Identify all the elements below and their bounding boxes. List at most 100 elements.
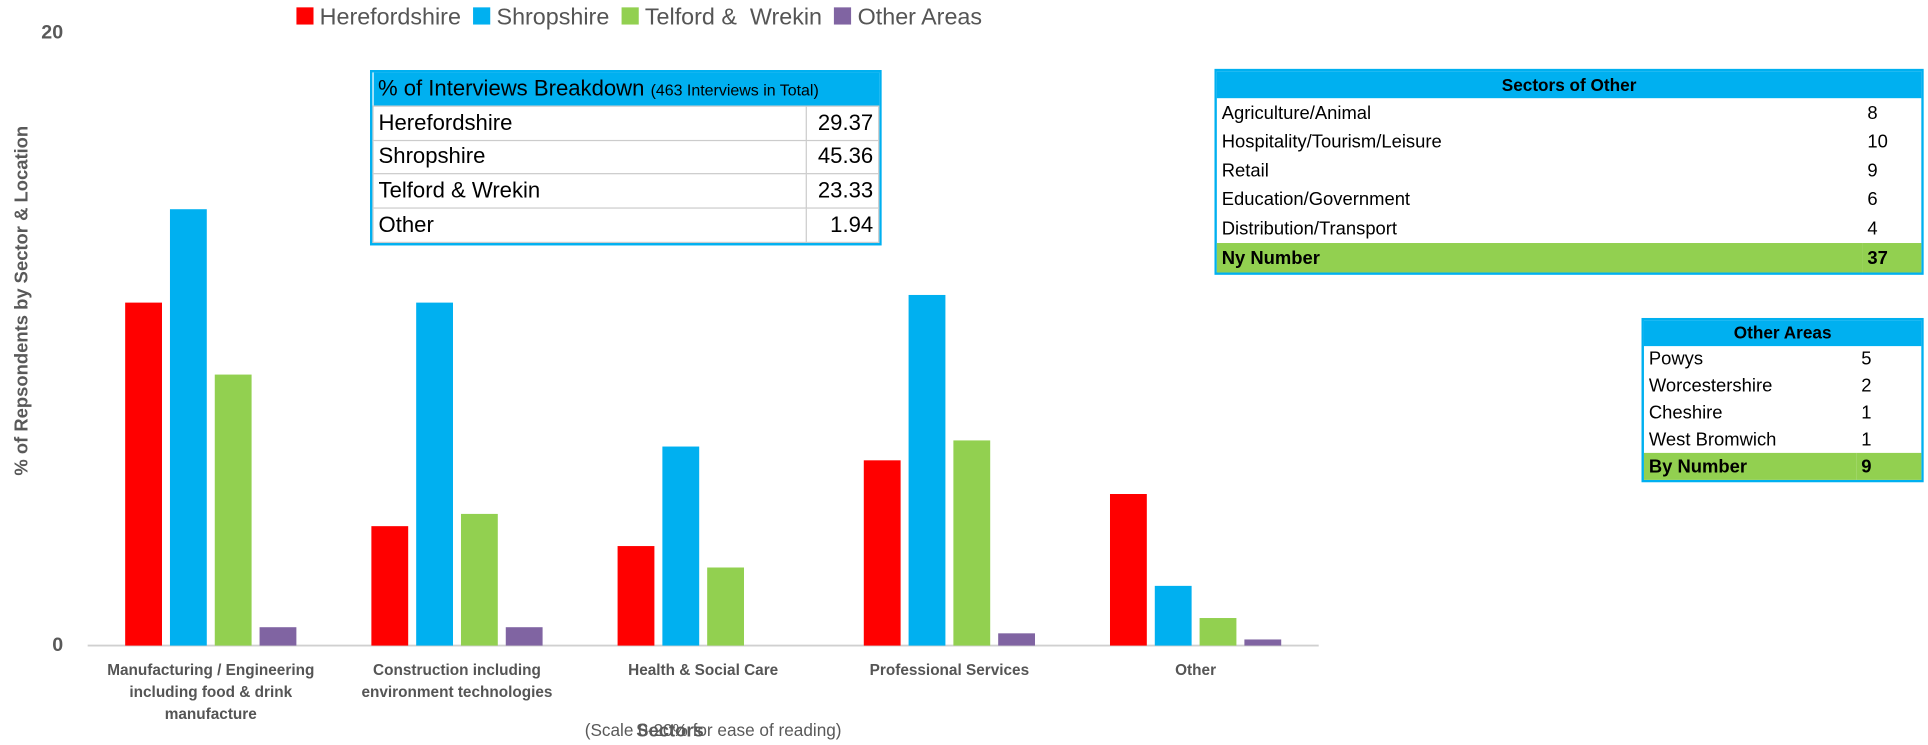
x-tick-label: Manufacturing / Engineering including fo…: [107, 661, 315, 723]
table-header: Other Areas: [1643, 320, 1922, 346]
table-row: Distribution/Transport 4: [1217, 214, 1921, 243]
legend: Herefordshire Shropshire Telford & Wrekin O…: [296, 5, 1155, 32]
table-header: Sectors of Other: [1216, 71, 1922, 99]
row-label: Education/Government: [1221, 189, 1411, 211]
legend-label: Other Areas: [857, 4, 983, 31]
legend-item: Other Areas: [834, 5, 982, 32]
row-label: Cheshire: [1648, 402, 1723, 424]
table-title: % of Interviews Breakdown: [377, 75, 645, 101]
bar: [662, 446, 700, 646]
total-label: By Number: [1643, 453, 1857, 480]
row-value: 1.94: [805, 207, 880, 244]
panel: Other: [1175, 662, 1216, 679]
row-value: 2: [1861, 375, 1872, 397]
bar: [505, 627, 543, 646]
legend-item: Telford & Wrekin: [621, 4, 823, 32]
bar: [617, 546, 655, 646]
table-header: % of Interviews Breakdown (463 Interview…: [373, 72, 879, 106]
bar: [953, 440, 991, 646]
row-label: Hospitality/Tourism/Leisure: [1221, 131, 1442, 153]
legend-label: Telford & Wrekin: [644, 4, 823, 31]
total-value: 37: [1862, 243, 1922, 273]
panel: Herefordshire Shropshire Telford & Wrekin O…: [296, 5, 1155, 32]
bar: [259, 627, 297, 646]
panel: Construction including environment techn…: [361, 661, 553, 701]
table-row: Herefordshire 29.37: [372, 105, 880, 141]
bar: [1154, 585, 1192, 646]
row-value: 1: [1861, 429, 1872, 451]
legend-swatch: [834, 7, 852, 25]
legend-item: Shropshire: [473, 5, 609, 32]
legend-swatch: [473, 7, 491, 25]
y-tick-label: 0: [52, 634, 63, 656]
row-value: 8: [1867, 102, 1878, 124]
row-label: Herefordshire: [372, 105, 807, 141]
bar: [908, 294, 946, 646]
row-label: West Bromwich: [1648, 429, 1777, 451]
row-label: Agriculture/Animal: [1221, 102, 1372, 124]
bar: [1109, 494, 1147, 646]
legend-swatch: [296, 7, 314, 25]
table-row: Retail 9: [1217, 156, 1921, 185]
bar: [998, 633, 1036, 646]
bar: [125, 302, 162, 646]
table-row: Other 1.94: [372, 207, 880, 244]
total-label: Ny Number: [1216, 243, 1863, 273]
sectors-of-other-table: Sectors of Other Agriculture/Animal 8 Hospi…: [1214, 68, 1924, 275]
row-value: 29.37: [805, 105, 880, 141]
bar: [371, 526, 409, 646]
bar: [1244, 639, 1282, 646]
table: % of Interviews Breakdown (463 Interview…: [372, 72, 880, 244]
x-axis-label: Sectors: [636, 719, 704, 740]
row-label: Shropshire: [372, 139, 807, 175]
bar: [214, 374, 252, 646]
table-row: Agriculture/Animal 8: [1217, 98, 1921, 127]
y-axis-label: % of Repsondents by Sector & Location: [10, 126, 31, 476]
bar: [169, 209, 207, 646]
row-label: Distribution/Transport: [1221, 218, 1398, 240]
row-label: Telford & Wrekin: [372, 173, 807, 209]
table: Other Areas Powys 5 Worcestershire 2 Cheshire…: [1643, 320, 1922, 480]
table-row: Worcestershire 2: [1644, 372, 1921, 399]
legend-item: Herefordshire: [296, 5, 461, 32]
panel: Health & Social Care: [628, 661, 779, 679]
table-title: Other Areas: [1643, 320, 1922, 346]
legend-label: Herefordshire: [319, 4, 461, 31]
x-tick-label: Construction including environment techn…: [361, 661, 553, 701]
row-value: 5: [1861, 348, 1872, 370]
table-row: Telford & Wrekin 23.33: [372, 173, 880, 209]
panel: Professional Services: [870, 662, 1029, 679]
other-areas-table: Other Areas Powys 5 Worcestershire 2 Cheshire…: [1641, 317, 1924, 483]
row-value: 4: [1867, 218, 1878, 240]
table-row: Shropshire 45.36: [372, 139, 880, 175]
y-tick-label: 20: [41, 21, 63, 43]
bar: [1199, 618, 1237, 646]
row-label: Retail: [1221, 160, 1269, 182]
row-value: 9: [1867, 160, 1878, 182]
bar: [416, 302, 453, 646]
panel: Sectors of Other Agriculture/Animal 8 Hospi…: [1214, 68, 1924, 275]
x-tick-label: Health & Social Care: [628, 661, 779, 679]
legend-label: Shropshire: [496, 4, 610, 31]
row-label: Other: [372, 207, 807, 244]
table-total: By Number 9: [1643, 453, 1922, 480]
x-axis-note: (Scale 0-20% for ease of reading): [585, 720, 842, 740]
table-subtitle: (463 Interviews in Total): [650, 80, 819, 100]
breakdown-table: % of Interviews Breakdown (463 Interview…: [369, 69, 882, 246]
row-value: 6: [1867, 189, 1878, 211]
panel: % of Interviews Breakdown (463 Interview…: [369, 69, 882, 246]
bar: [863, 460, 901, 646]
table: Sectors of Other Agriculture/Animal 8 Hospi…: [1216, 71, 1922, 273]
row-value: 10: [1867, 131, 1888, 153]
table-title: Sectors of Other: [1216, 71, 1922, 99]
bar: [460, 513, 498, 646]
row-value: 1: [1861, 402, 1872, 424]
bar: [707, 567, 744, 646]
legend-swatch: [621, 7, 639, 25]
table-row: Cheshire 1: [1644, 399, 1921, 426]
row-value: 23.33: [805, 173, 880, 209]
table-total: Ny Number 37: [1216, 243, 1922, 273]
row-value: 45.36: [805, 139, 880, 175]
